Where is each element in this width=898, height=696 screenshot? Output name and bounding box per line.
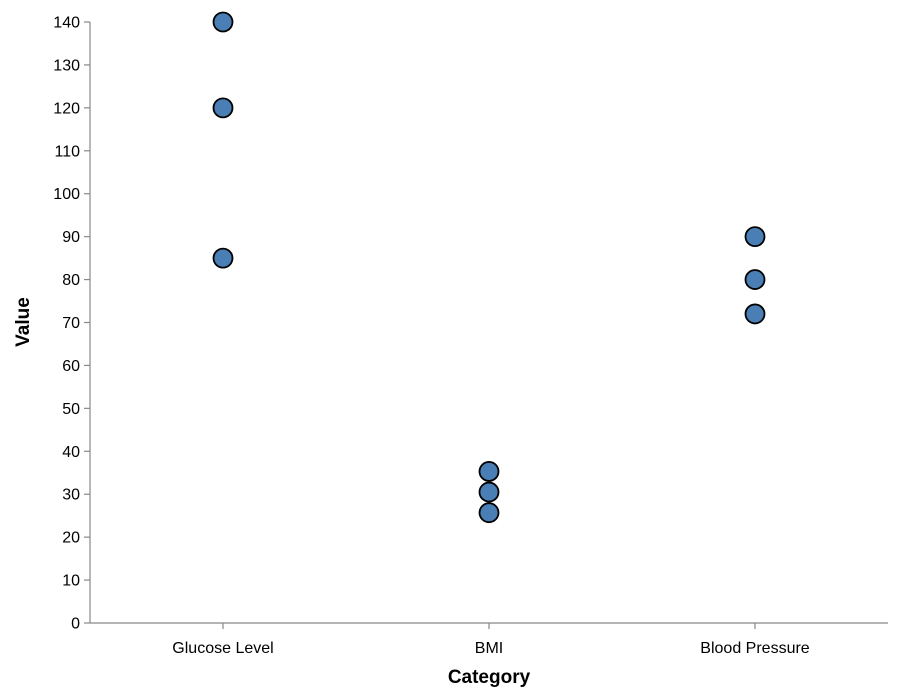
data-point: [744, 303, 766, 325]
x-tick-label: Blood Pressure: [700, 640, 809, 657]
y-tick-label: 100: [53, 186, 80, 203]
y-ticks: 0 10 20 30 40 50 60 70 80 90 100 110 120 130 140: [53, 15, 90, 633]
y-tick-label: 20: [62, 530, 80, 547]
data-point: [478, 481, 500, 503]
data-point: [478, 502, 500, 524]
y-tick-label: 110: [54, 143, 80, 160]
data-point: [744, 226, 766, 248]
data-point: [212, 97, 234, 119]
x-ticks: Glucose Level BMI Blood Pressure: [172, 623, 810, 657]
y-tick-label: 40: [62, 444, 80, 461]
data-point: [212, 11, 234, 33]
data-points: [212, 11, 766, 524]
y-tick-label: 80: [62, 272, 80, 289]
y-tick-label: 30: [62, 487, 80, 504]
data-point: [212, 247, 234, 269]
y-tick-label: 0: [71, 616, 80, 633]
y-tick-label: 70: [62, 315, 80, 332]
data-point: [744, 269, 766, 290]
y-tick-label: 10: [62, 573, 80, 590]
y-tick-label: 50: [62, 401, 80, 418]
y-axis-title: Value: [13, 297, 34, 347]
y-tick-label: 120: [53, 100, 80, 117]
y-axis: 0 10 20 30 40 50 60 70 80 90 100 110 120 130 140: [53, 15, 91, 633]
x-axis: Glucose Level BMI Blood Pressure: [90, 622, 888, 657]
y-tick-label: 140: [53, 15, 80, 32]
x-axis-title: Category: [448, 667, 531, 688]
x-tick-label: Glucose Level: [172, 640, 273, 657]
y-tick-label: 130: [53, 57, 80, 74]
data-point: [478, 461, 500, 482]
x-tick-label: BMI: [475, 640, 503, 657]
y-tick-label: 60: [62, 358, 80, 375]
y-tick-label: 90: [62, 229, 80, 246]
